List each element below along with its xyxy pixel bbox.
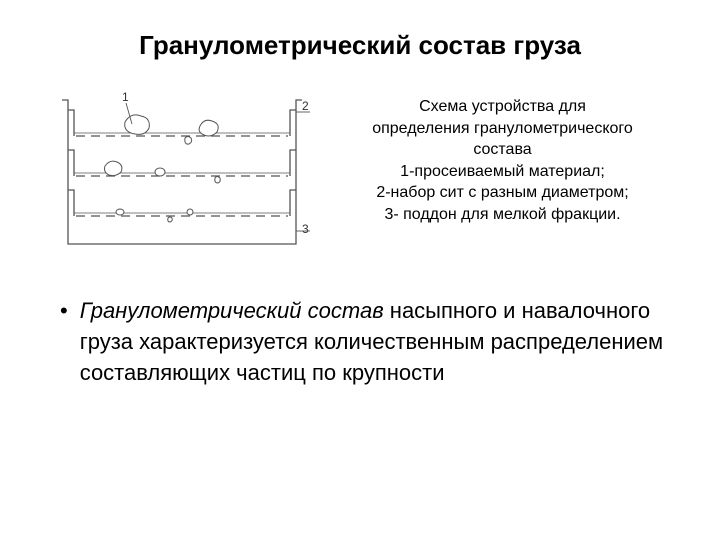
caption-line: состава (335, 139, 670, 161)
bullet-marker: • (60, 296, 68, 327)
sieve-diagram: 1 2 3 (50, 86, 315, 256)
bullet-item: • Гранулометрический состав насыпного и … (50, 296, 670, 388)
label-2: 2 (302, 99, 309, 113)
sieve-svg: 1 2 3 (50, 86, 315, 256)
diagram-caption: Схема устройства для определения грануло… (335, 86, 670, 256)
caption-line: 3- поддон для мелкой фракции. (335, 204, 670, 226)
label-3: 3 (302, 222, 309, 236)
page-title: Гранулометрический состав груза (50, 30, 670, 61)
bullet-italic: Гранулометрический состав (80, 298, 384, 323)
caption-line: Схема устройства для (335, 96, 670, 118)
content-row: 1 2 3 Схема устройства для определения г… (50, 86, 670, 256)
caption-line: 1-просеиваемый материал; (335, 161, 670, 183)
label-1: 1 (122, 90, 129, 104)
bullet-text: Гранулометрический состав насыпного и на… (80, 296, 670, 388)
caption-line: 2-набор сит с разным диаметром; (335, 182, 670, 204)
caption-line: определения гранулометрического (335, 118, 670, 140)
